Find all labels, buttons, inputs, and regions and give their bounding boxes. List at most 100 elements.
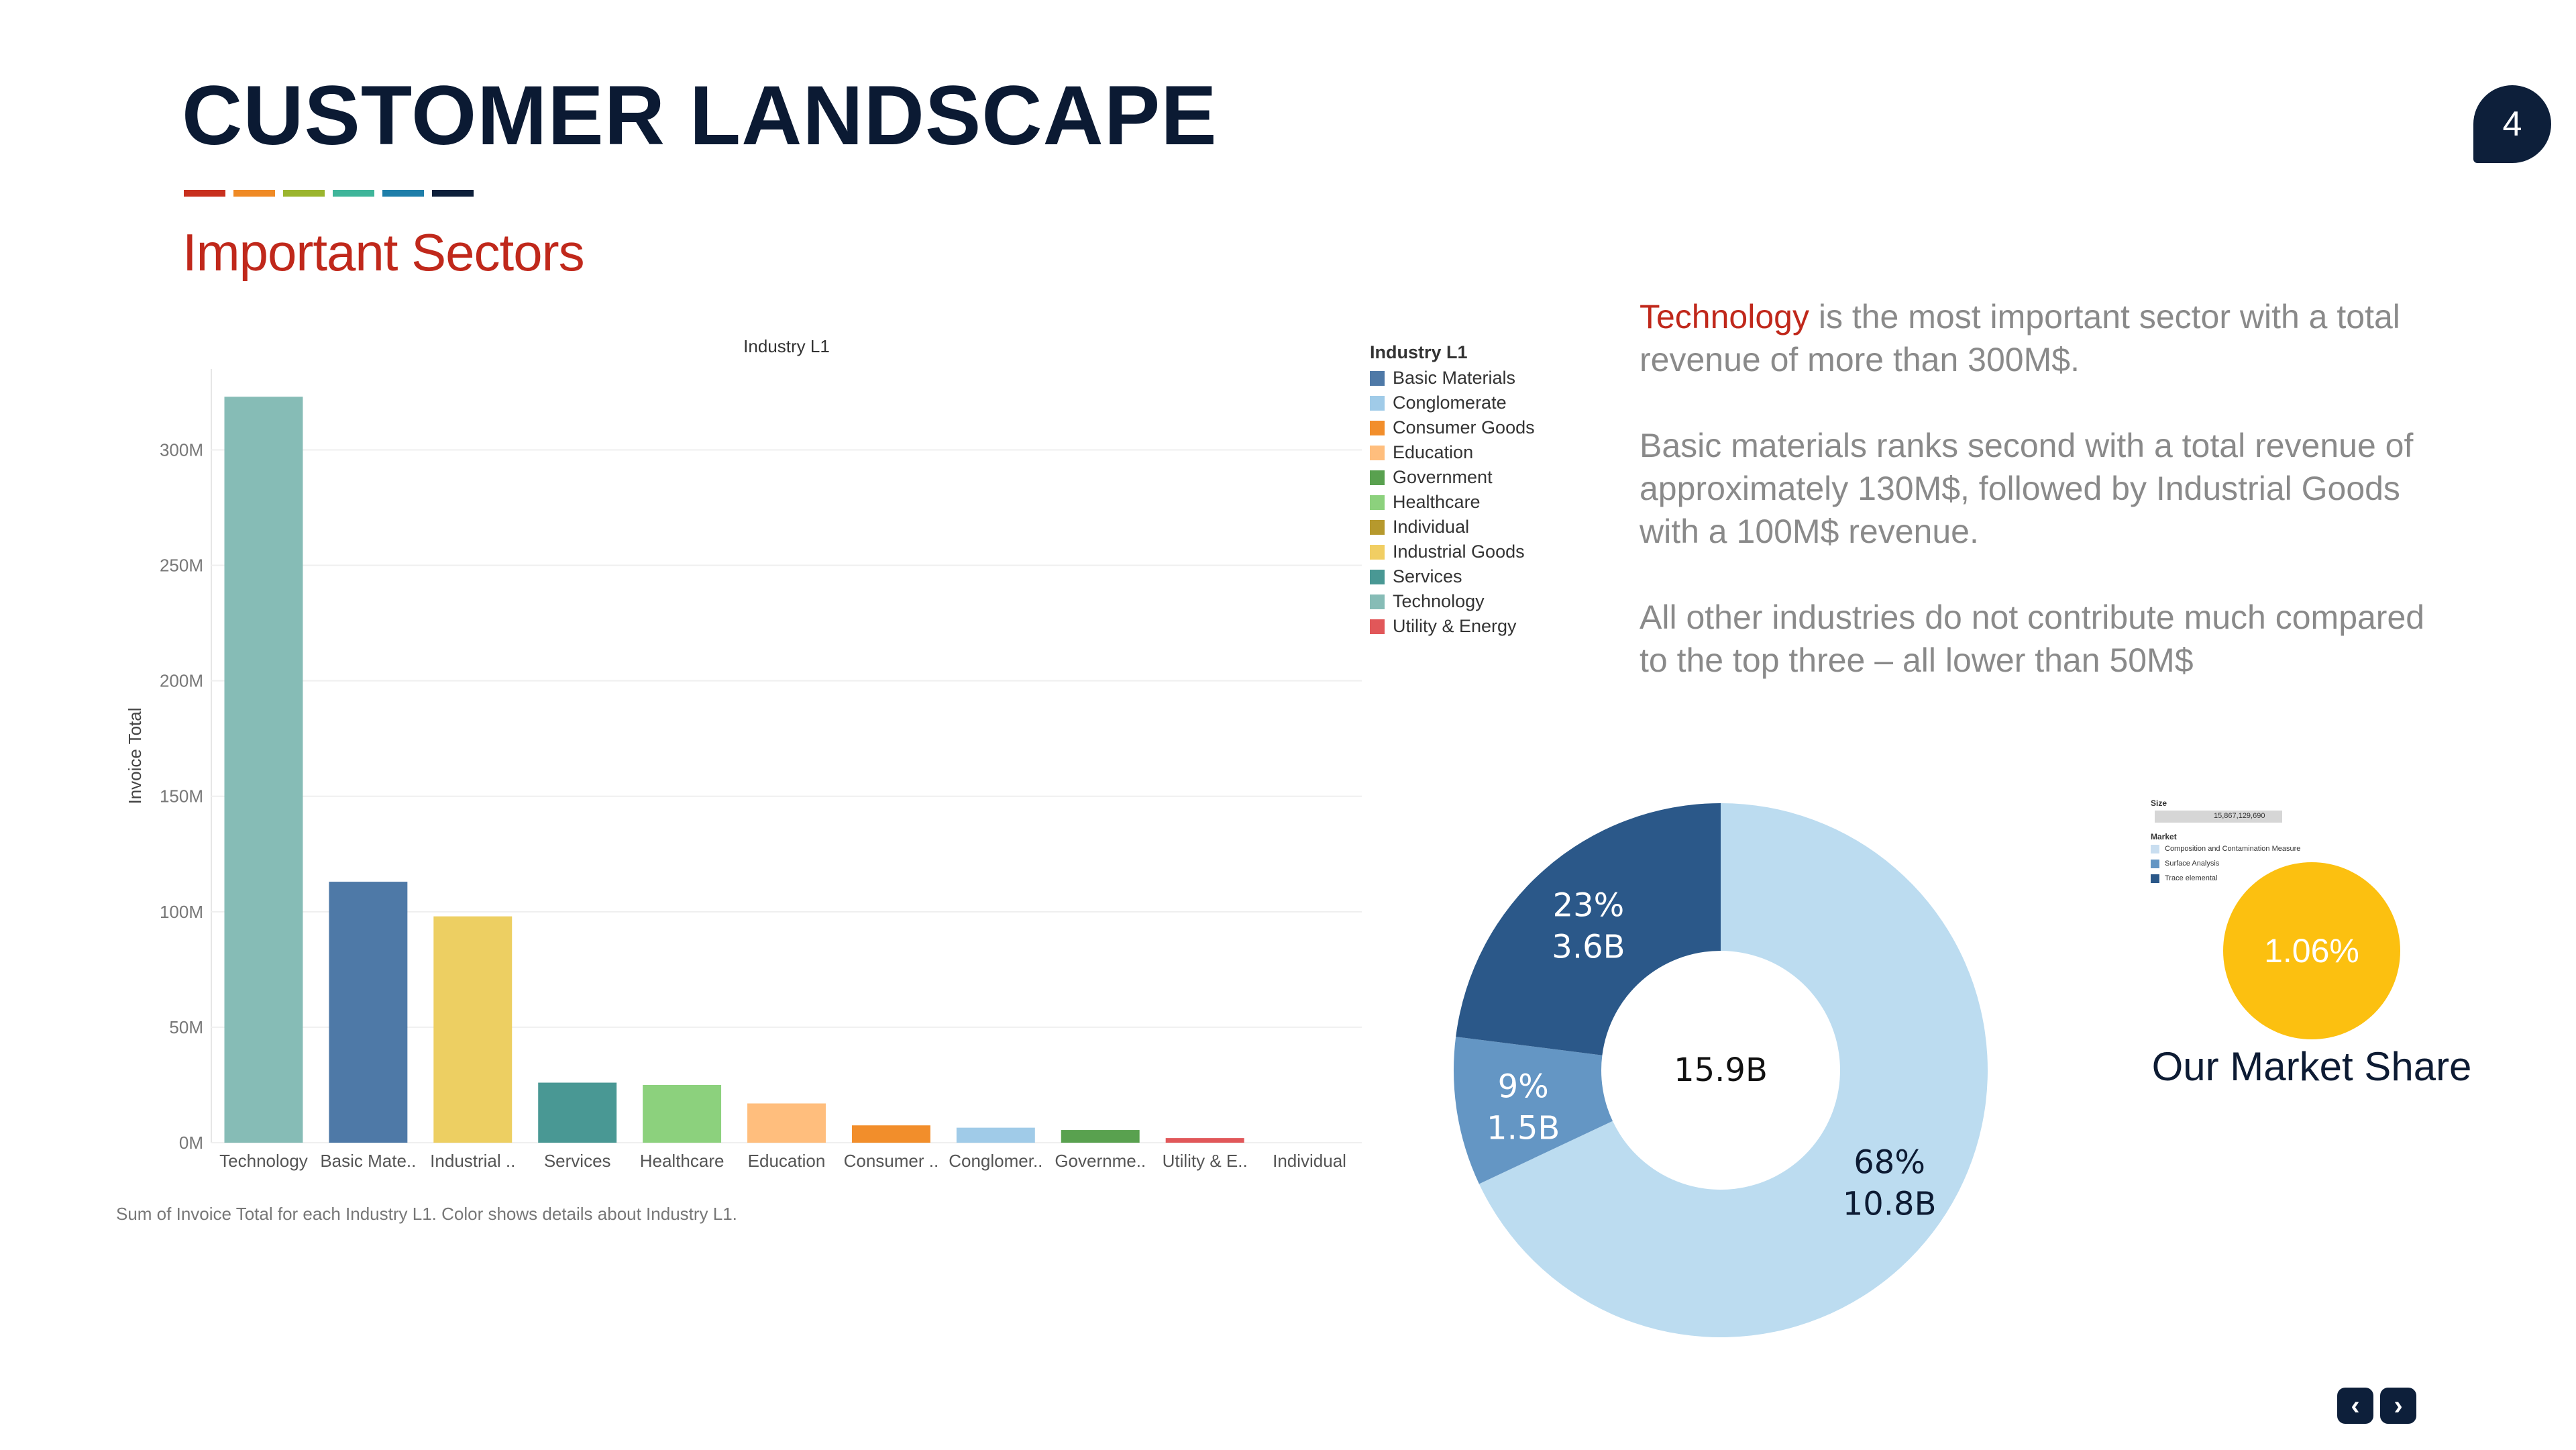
legend-swatch [1370,495,1385,510]
x-tick-label: Basic Mate.. [320,1151,416,1171]
legend-item: Technology [1370,589,1535,614]
market-legend-item: Composition and Contamination Measure [2151,841,2406,856]
market-donut-chart: 68% 10.8B 9% 1.5B 23% 3.6B 15.9B [1454,803,1988,1337]
market-legend-swatch [2151,844,2159,853]
legend-item: Individual [1370,515,1535,539]
legend-label: Conglomerate [1393,393,1507,413]
legend-label: Education [1393,442,1474,462]
slide-subtitle: Important Sectors [182,223,585,282]
legend-swatch [1370,594,1385,609]
donut-center-label: 15.9B [1674,1051,1768,1089]
legend-swatch [1370,395,1385,411]
x-tick-label: Utility & E.. [1163,1151,1248,1171]
legend-item: Basic Materials [1370,366,1535,391]
bar [1165,1138,1244,1143]
bar [538,1082,617,1143]
x-tick-label: Healthcare [640,1151,724,1171]
y-tick-label: 0M [179,1133,203,1153]
legend-label: Technology [1393,591,1485,611]
prev-slide-button[interactable]: ‹ [2337,1388,2373,1424]
size-legend-value: 15,867,129,690 [2214,812,2265,820]
y-tick-label: 50M [169,1017,203,1037]
next-slide-button[interactable]: › [2380,1388,2416,1424]
legend-item: Consumer Goods [1370,415,1535,440]
accent-swatch [283,190,325,197]
market-legend-title: Market [2151,832,2177,841]
y-tick-label: 300M [160,439,203,460]
legend-item: Government [1370,465,1535,490]
insight-paragraph-2: Basic materials ranks second with a tota… [1640,427,2414,550]
legend-label: Government [1393,467,1493,487]
size-legend-title: Size [2151,798,2167,808]
slice-percent-label: 9% [1498,1068,1549,1106]
accent-swatch [333,190,374,197]
insight-paragraph-1: Technology is the most important sector … [1640,295,2445,381]
slide-navigation: ‹ › [2337,1388,2416,1424]
legend-item: Healthcare [1370,490,1535,515]
accent-swatch [233,190,275,197]
accent-color-bar [184,190,474,197]
y-tick-label: 250M [160,556,203,576]
size-legend-row: 15,867,129,690 [2151,811,2406,823]
legend-swatch [1370,619,1385,634]
chart-caption: Sum of Invoice Total for each Industry L… [116,1204,737,1224]
market-legend-item: Surface Analysis [2151,856,2406,871]
y-tick-label: 150M [160,786,203,807]
slice-percent-label: 68% [1854,1144,1925,1182]
market-mini-legend: Size 15,867,129,690 Market Composition a… [2151,798,2406,886]
bar [956,1127,1035,1143]
legend-label: Consumer Goods [1393,417,1535,437]
legend-swatch [1370,370,1385,386]
slice-percent-label: 23% [1553,886,1625,924]
market-share-circle: 1.06% [2223,862,2400,1039]
legend-item: Services [1370,564,1535,589]
legend-label: Industrial Goods [1393,541,1525,562]
legend-title: Industry L1 [1370,342,1468,362]
x-tick-label: Technology [219,1151,308,1171]
slice-value-label: 10.8B [1843,1186,1937,1223]
insight-paragraph-3: All other industries do not contribute m… [1640,599,2425,679]
highlight-technology: Technology [1640,298,1809,335]
legend-swatch [1370,569,1385,584]
bar [433,916,513,1143]
slide-title: CUSTOMER LANDSCAPE [182,69,1218,162]
legend-label: Individual [1393,517,1470,537]
x-tick-label: Industrial .. [430,1151,515,1171]
industry-legend: Industry L1 Basic Materials Conglomerate C… [1370,342,1535,639]
market-legend-label: Surface Analysis [2165,860,2220,868]
y-tick-label: 100M [160,902,203,922]
slice-value-label: 1.5B [1487,1110,1560,1147]
page-number-badge: 4 [2473,85,2551,163]
x-tick-label: Governme.. [1055,1151,1146,1171]
market-legend-label: Composition and Contamination Measure [2165,845,2301,853]
legend-label: Services [1393,566,1462,586]
bar [851,1125,930,1143]
x-tick-label: Services [544,1151,611,1171]
bar [643,1084,722,1143]
accent-swatch [184,190,225,197]
legend-label: Healthcare [1393,492,1481,512]
legend-swatch [1370,420,1385,435]
legend-item: Utility & Energy [1370,614,1535,639]
legend-swatch [1370,470,1385,485]
legend-label: Utility & Energy [1393,616,1517,636]
legend-swatch [1370,544,1385,560]
x-tick-label: Education [748,1151,826,1171]
bar [747,1103,826,1143]
insight-paragraph-1-rest: is the most important sector with a tota… [1640,298,2400,378]
accent-swatch [382,190,424,197]
bar [329,882,408,1143]
chart-title: Industry L1 [743,336,830,356]
legend-item: Education [1370,440,1535,465]
bar [224,397,303,1143]
market-share-label: Our Market Share [2151,1044,2472,1089]
donut-slice [1479,803,1988,1337]
bar [1061,1130,1140,1143]
market-legend-swatch [2151,859,2159,868]
market-legend-label: Trace elemental [2165,874,2218,882]
legend-swatch [1370,445,1385,460]
y-axis-label: Invoice Total [125,707,145,804]
legend-label: Basic Materials [1393,368,1516,388]
market-legend-swatch [2151,874,2159,883]
accent-swatch [432,190,474,197]
